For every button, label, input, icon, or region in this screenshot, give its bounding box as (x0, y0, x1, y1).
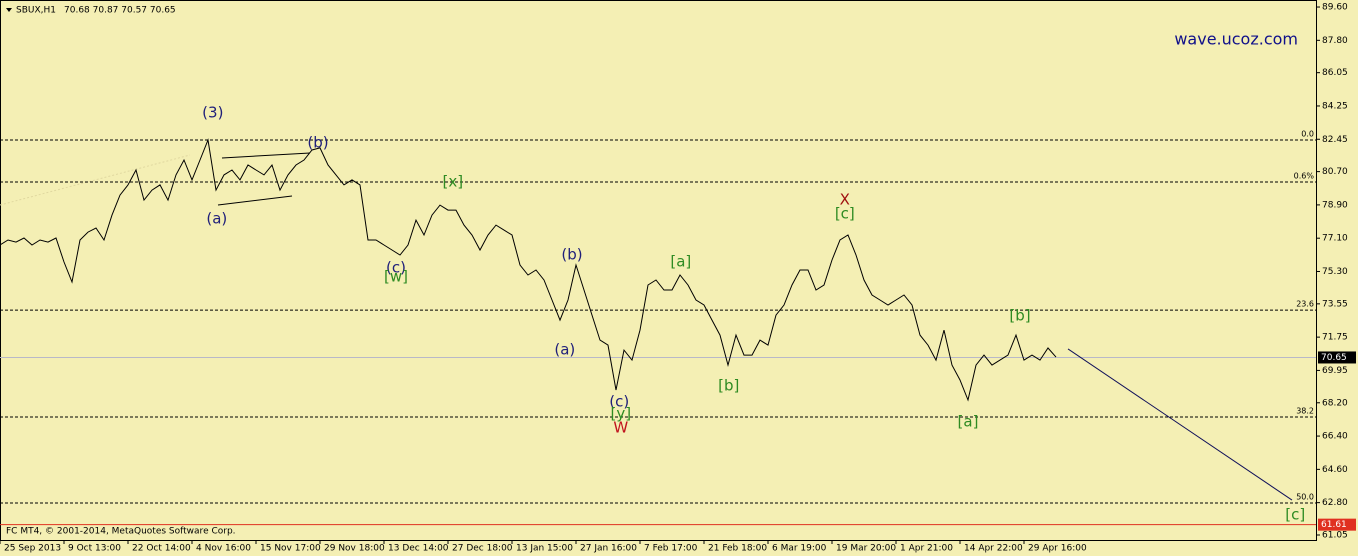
fib-label: 50.0 (1296, 493, 1314, 502)
y-tick-label: 82.45 (1322, 135, 1348, 145)
y-tick-label: 87.80 (1322, 36, 1348, 46)
wave-label: (a) (554, 341, 575, 359)
fib-label: 0.0 (1301, 129, 1314, 138)
wave-label: (3) (202, 103, 223, 121)
wave-label: W (613, 419, 628, 437)
channel-line (217, 195, 293, 206)
x-tick-label: 27 Jan 16:00 (580, 544, 637, 554)
alert-label: 61.61 (1321, 520, 1347, 530)
wave-label: (b) (307, 133, 328, 151)
y-tick-label: 89.60 (1322, 3, 1348, 13)
guide-line (0, 154, 191, 206)
wave-label: [b] (718, 376, 739, 394)
x-tick-label: 21 Feb 18:00 (708, 544, 767, 554)
y-tick-label: 61.05 (1322, 531, 1348, 541)
wave-label: [a] (670, 253, 691, 271)
fib-label: 38.2 (1296, 407, 1314, 416)
wave-label: X (840, 191, 850, 209)
copyright: FC MT4, © 2001-2014, MetaQuotes Software… (6, 527, 236, 537)
y-tick-label: 71.75 (1322, 333, 1348, 343)
y-tick-label: 77.10 (1322, 234, 1348, 244)
y-tick-label: 78.90 (1322, 200, 1348, 210)
y-tick-label: 64.60 (1322, 465, 1348, 475)
y-tick-label: 68.20 (1322, 398, 1348, 408)
wave-label: (c) (609, 393, 629, 411)
x-tick-label: 6 Mar 19:00 (772, 544, 827, 554)
y-tick-label: 84.25 (1322, 101, 1348, 111)
x-tick-label: 1 Apr 21:00 (900, 544, 953, 554)
channel-line (221, 152, 311, 159)
plot-frame (0, 0, 1317, 541)
y-tick-label: 62.80 (1322, 498, 1348, 508)
x-tick-label: 29 Apr 16:00 (1028, 544, 1087, 554)
wave-label: (b) (561, 246, 582, 264)
x-tick-label: 14 Apr 22:00 (964, 544, 1023, 554)
wave-label: [a] (958, 413, 979, 431)
x-tick-label: 19 Mar 20:00 (836, 544, 896, 554)
x-tick-label: 15 Nov 17:00 (260, 544, 321, 554)
x-tick-label: 13 Jan 15:00 (516, 544, 573, 554)
y-tick-label: 73.55 (1322, 299, 1348, 309)
alert-box (1318, 518, 1356, 531)
fib-label: 23.6 (1296, 300, 1314, 309)
fib-label: 0.6% (1294, 171, 1315, 180)
y-tick-label: 75.30 (1322, 267, 1348, 277)
x-tick-label: 29 Nov 18:00 (324, 544, 385, 554)
last-price-label: 70.65 (1321, 353, 1347, 363)
y-tick-label: 66.40 (1322, 432, 1348, 442)
wave-label: (c) (386, 258, 406, 276)
watermark: wave.ucoz.com (1174, 30, 1298, 49)
x-tick-label: 27 Dec 18:00 (452, 544, 513, 554)
x-tick-label: 22 Oct 14:00 (132, 544, 191, 554)
wave-label: [y] (611, 405, 632, 423)
wave-label: [b] (1009, 307, 1030, 325)
y-tick-label: 80.70 (1322, 167, 1348, 177)
menu-arrow (6, 8, 12, 12)
x-tick-label: 9 Oct 13:00 (68, 544, 121, 554)
wave-label: [x] (443, 172, 464, 190)
x-tick-label: 7 Feb 17:00 (644, 544, 698, 554)
x-tick-label: 4 Nov 16:00 (196, 544, 251, 554)
x-tick-label: 13 Dec 14:00 (388, 544, 449, 554)
y-tick-label: 69.95 (1322, 366, 1348, 376)
last-price-box (1318, 351, 1356, 364)
price-line (0, 138, 1057, 402)
x-tick-label: 25 Sep 2013 (4, 544, 61, 554)
wave-label: [w] (384, 268, 408, 286)
symbol: SBUX,H1 (16, 6, 56, 16)
wave-label: (a) (206, 209, 227, 227)
wave-label: [c] (1285, 506, 1305, 524)
ohlc: 70.68 70.87 70.57 70.65 (64, 6, 176, 16)
trendline (1067, 348, 1293, 501)
wave-label: [c] (835, 204, 855, 222)
y-tick-label: 86.05 (1322, 68, 1348, 78)
